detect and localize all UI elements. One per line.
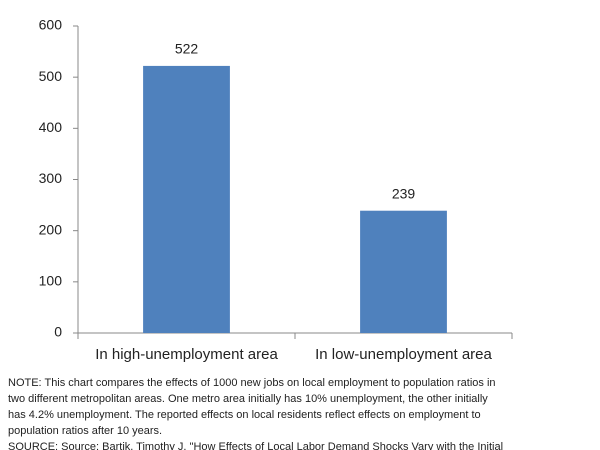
note-line: NOTE: This chart compares the effects of… bbox=[8, 377, 496, 389]
note-line: SOURCE: Source: Bartik, Timothy J. "How … bbox=[8, 441, 503, 450]
note-line: population ratios after 10 years. bbox=[8, 425, 162, 437]
bar bbox=[360, 210, 447, 333]
y-tick-label: 200 bbox=[39, 221, 63, 237]
note-line: two different metropolitan areas. One me… bbox=[8, 393, 488, 405]
y-tick-label: 500 bbox=[39, 68, 63, 84]
note-line: has 4.2% unemployment. The reported effe… bbox=[8, 409, 481, 421]
y-tick-label: 0 bbox=[54, 324, 62, 340]
y-tick-label: 100 bbox=[39, 273, 63, 289]
x-tick-label: In low-unemployment area bbox=[315, 346, 492, 363]
x-tick-label: In high-unemployment area bbox=[95, 346, 278, 363]
value-label: 239 bbox=[392, 185, 416, 201]
y-tick-label: 600 bbox=[39, 17, 63, 33]
bar bbox=[143, 65, 230, 333]
y-tick-label: 400 bbox=[39, 119, 63, 135]
y-tick-label: 300 bbox=[39, 170, 63, 186]
value-label: 522 bbox=[175, 41, 199, 57]
